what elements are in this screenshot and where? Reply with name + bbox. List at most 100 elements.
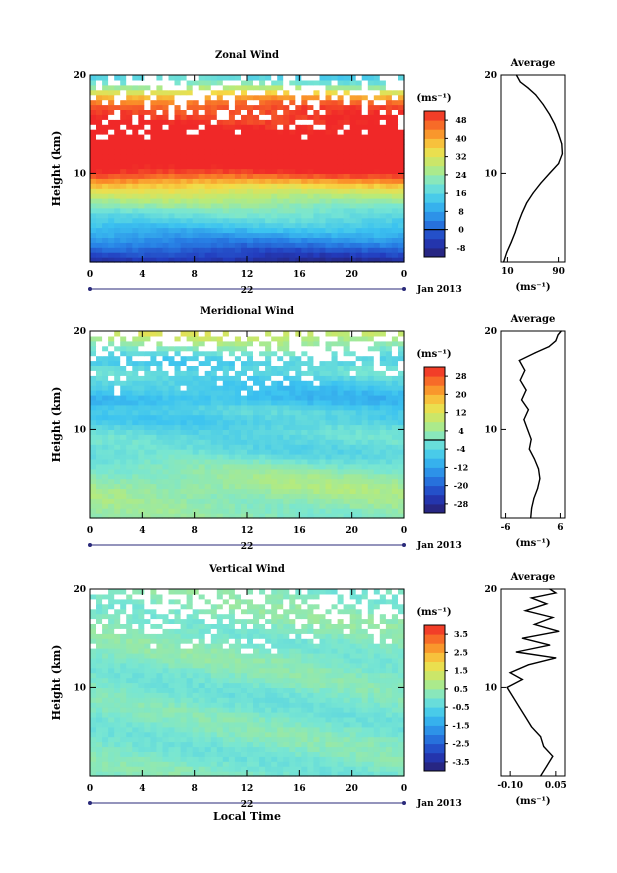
heatmap-cell	[355, 188, 363, 194]
heatmap-cell	[144, 168, 151, 174]
heatmap-cell	[331, 498, 339, 504]
heatmap-cell	[222, 731, 230, 738]
heatmap-cell	[192, 731, 200, 738]
heatmap-cell	[96, 414, 103, 421]
heatmap-cell	[241, 183, 248, 189]
heatmap-cell	[367, 414, 375, 421]
heatmap-cell	[198, 139, 206, 145]
heatmap-cell	[120, 513, 127, 519]
heatmap-cell	[271, 331, 278, 337]
heatmap-cell	[253, 129, 260, 135]
heatmap-cell	[271, 756, 278, 762]
heatmap-cell	[126, 385, 133, 391]
heatmap-cell	[331, 702, 339, 708]
heatmap-cell	[228, 434, 236, 440]
heatmap-cell	[192, 168, 200, 174]
heatmap-cell	[247, 89, 254, 96]
heatmap-cell	[331, 193, 339, 199]
heatmap-cell	[385, 355, 393, 362]
heatmap-cell	[210, 731, 218, 738]
heatmap-cell	[259, 222, 266, 229]
heatmap-cell	[174, 84, 182, 91]
heatmap-cell	[90, 707, 97, 713]
heatmap-cell	[385, 163, 393, 170]
heatmap-cell	[301, 508, 308, 514]
heatmap-cell	[265, 390, 272, 396]
heatmap-cell	[367, 488, 375, 494]
heatmap-cell	[241, 212, 248, 219]
heatmap-cell	[253, 119, 260, 125]
heatmap-cell	[228, 493, 236, 499]
heatmap-cell	[253, 498, 260, 504]
heatmap-cell	[277, 375, 284, 381]
heatmap-cell	[301, 360, 308, 366]
heatmap-cell	[289, 94, 296, 101]
heatmap-cell	[180, 473, 188, 480]
heatmap-cell	[355, 139, 363, 145]
heatmap-cell	[222, 207, 230, 214]
average-profile-point	[561, 153, 564, 155]
average-profile-point	[514, 231, 516, 234]
heatmap-cell	[198, 375, 206, 381]
heatmap-cell	[102, 702, 109, 708]
heatmap-cell	[180, 766, 188, 772]
heatmap-cell	[265, 109, 272, 115]
heatmap-cell	[391, 335, 399, 342]
heatmap-cell	[349, 454, 357, 460]
heatmap-cell	[138, 173, 145, 179]
heatmap-cell	[144, 458, 151, 465]
heatmap-cell	[126, 488, 133, 494]
heatmap-cell	[271, 721, 278, 728]
heatmap-cell	[228, 139, 236, 145]
colorbar-segment	[424, 156, 445, 167]
heatmap-cell	[234, 454, 242, 460]
heatmap-cell	[289, 124, 296, 130]
heatmap-cell	[247, 355, 254, 362]
heatmap-cell	[241, 84, 248, 91]
heatmap-cell	[180, 493, 188, 499]
heatmap-cell	[144, 242, 151, 248]
heatmap-cell	[391, 232, 399, 238]
heatmap-cell	[391, 434, 399, 440]
heatmap-cell	[192, 178, 200, 184]
heatmap-cell	[241, 751, 248, 757]
heatmap-cell	[355, 168, 363, 174]
heatmap-cell	[385, 207, 393, 214]
heatmap-cell	[247, 104, 254, 110]
heatmap-cell	[114, 380, 121, 386]
heatmap-cell	[156, 335, 163, 342]
heatmap-cell	[355, 454, 363, 460]
heatmap-cell	[391, 104, 399, 110]
heatmap-cell	[271, 508, 278, 514]
heatmap-cell	[114, 340, 121, 347]
heatmap-cell	[319, 124, 327, 130]
heatmap-cell	[180, 449, 188, 455]
heatmap-cell	[162, 385, 170, 391]
heatmap-cell	[186, 99, 194, 106]
heatmap-cell	[253, 207, 260, 214]
heatmap-cell	[180, 153, 188, 160]
heatmap-cell	[216, 741, 224, 748]
heatmap-cell	[108, 163, 115, 170]
heatmap-cell	[373, 716, 381, 723]
heatmap-cell	[162, 139, 170, 145]
heatmap-cell	[228, 449, 236, 455]
heatmap-cell	[379, 508, 387, 514]
average-profile-point	[549, 172, 551, 174]
heatmap-cell	[259, 257, 266, 263]
heatmap-cell	[210, 183, 218, 189]
heatmap-cell	[289, 355, 296, 362]
heatmap-cell	[295, 222, 302, 229]
heatmap-cell	[349, 129, 357, 135]
heatmap-cell	[216, 468, 224, 475]
heatmap-cell	[210, 119, 218, 125]
colorbar-segment	[424, 476, 445, 487]
heatmap-cell	[331, 252, 339, 258]
heatmap-cell	[210, 79, 218, 86]
heatmap-cell	[283, 449, 290, 455]
heatmap-cell	[337, 163, 345, 170]
heatmap-cell	[156, 257, 163, 263]
heatmap-cell	[234, 247, 242, 253]
heatmap-cell	[391, 355, 399, 362]
